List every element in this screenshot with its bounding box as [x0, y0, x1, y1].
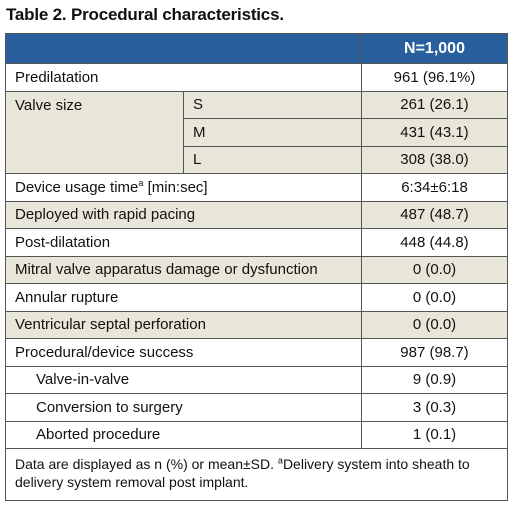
- row-value: 987 (98.7): [361, 338, 508, 367]
- table-row: Annular rupture 0 (0.0): [5, 283, 508, 312]
- device-usage-label: Device usage time: [15, 178, 139, 196]
- row-label: Post-dilatation: [5, 228, 362, 257]
- table-row: Deployed with rapid pacing 487 (48.7): [5, 200, 508, 229]
- row-label: Aborted procedure: [5, 420, 362, 449]
- table-caption: Table 2. Procedural characteristics.: [6, 5, 284, 24]
- row-value: 431 (43.1): [361, 118, 508, 147]
- row-label: Ventricular septal perforation: [5, 310, 362, 339]
- procedural-table: N=1,000 Predilatation 961 (96.1%) Valve …: [5, 33, 508, 501]
- table-row: Mitral valve apparatus damage or dysfunc…: [5, 255, 508, 284]
- row-label: Predilatation: [5, 63, 362, 92]
- row-label: Conversion to surgery: [5, 393, 362, 422]
- row-value: 448 (44.8): [361, 228, 508, 257]
- n-column-header: N=1,000: [361, 33, 508, 64]
- table-row: L 308 (38.0): [6, 145, 508, 174]
- row-label: Deployed with rapid pacing: [5, 200, 362, 229]
- row-value: 261 (26.1): [361, 90, 508, 119]
- footnote-marker: a: [138, 177, 144, 188]
- valve-size-label: M: [183, 118, 362, 147]
- table-row: Conversion to surgery 3 (0.3): [5, 393, 508, 422]
- row-label: Device usage timea [min:sec]: [5, 173, 362, 202]
- row-value: 308 (38.0): [361, 145, 508, 174]
- valve-size-label: S: [183, 90, 362, 119]
- table-row: M 431 (43.1): [6, 118, 508, 147]
- row-value: 6:34±6:18: [361, 173, 508, 202]
- row-value: 0 (0.0): [361, 283, 508, 312]
- table-header-row: N=1,000: [5, 33, 508, 64]
- row-value: 487 (48.7): [361, 200, 508, 229]
- table-row: Valve-in-valve 9 (0.9): [5, 365, 508, 394]
- row-value: 9 (0.9): [361, 365, 508, 394]
- row-value: 3 (0.3): [361, 393, 508, 422]
- row-label: Valve size: [5, 90, 184, 174]
- row-label: Valve-in-valve: [5, 365, 362, 394]
- row-value: 961 (96.1%): [361, 63, 508, 92]
- footnote-row: Data are displayed as n (%) or mean±SD. …: [5, 448, 508, 501]
- header-empty-cell: [5, 33, 362, 64]
- row-value: 0 (0.0): [361, 310, 508, 339]
- table-row: Aborted procedure 1 (0.1): [5, 420, 508, 449]
- table-row: Predilatation 961 (96.1%): [5, 63, 508, 92]
- table-row: Ventricular septal perforation 0 (0.0): [5, 310, 508, 339]
- footnote-text: Data are displayed as n (%) or mean±SD.: [15, 456, 278, 472]
- device-usage-unit: [min:sec]: [143, 178, 208, 196]
- row-label: Procedural/device success: [5, 338, 362, 367]
- row-value: 1 (0.1): [361, 420, 508, 449]
- row-label: Mitral valve apparatus damage or dysfunc…: [5, 255, 362, 284]
- table-row: Device usage timea [min:sec] 6:34±6:18: [5, 173, 508, 202]
- table-footnote: Data are displayed as n (%) or mean±SD. …: [5, 448, 508, 501]
- row-value: 0 (0.0): [361, 255, 508, 284]
- table-row: Procedural/device success 987 (98.7): [5, 338, 508, 367]
- table-row: Valve size S 261 (26.1): [5, 90, 508, 174]
- row-label: Annular rupture: [5, 283, 362, 312]
- footnote-rest: Delivery system into sheath to delivery …: [15, 456, 470, 490]
- valve-size-label: L: [183, 145, 362, 174]
- footnote-marker: a: [277, 455, 283, 466]
- table-row: Post-dilatation 448 (44.8): [5, 228, 508, 257]
